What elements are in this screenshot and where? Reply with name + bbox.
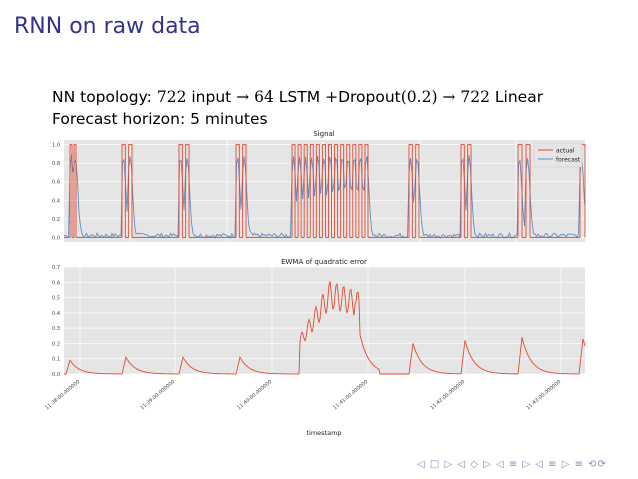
error-grid: [64, 266, 585, 375]
signal-y-tick-label: 0.2: [52, 217, 60, 223]
signal-y-tick-label: 0.0: [52, 235, 60, 241]
beamer-navigation[interactable]: ◁ □ ▷ ◁ ◇ ▷ ◁ ≡ ▷ ◁ ≡ ▷ ≡ ⟲⟳: [417, 459, 607, 470]
lstm-count: 64: [254, 88, 274, 106]
error-x-tick-label: 11:39:00.000000: [139, 379, 176, 411]
signal-y-tick-label: 0.4: [52, 198, 60, 204]
arrow-icon: →: [236, 88, 250, 106]
error-y-tick-label: 0.5: [52, 296, 60, 302]
error-y-tick-label: 0.6: [52, 280, 60, 286]
signal-y-tick-label: 1.0: [52, 143, 60, 149]
output-label: Linear: [494, 88, 544, 106]
output-count: 722: [460, 88, 490, 106]
error-y-tick-label: 0.4: [52, 311, 60, 317]
signal-y-tick-label: 0.6: [52, 180, 60, 186]
legend-box: [533, 142, 583, 168]
error-series-line: [64, 281, 586, 375]
input-count: 722: [156, 88, 187, 106]
legend-forecast-label: forecast: [556, 157, 581, 164]
dropout-value: (0.2): [400, 88, 438, 106]
error-y-tick-label: 0.3: [52, 326, 60, 332]
forecast-horizon: Forecast horizon: 5 minutes: [52, 110, 268, 128]
error-x-ticks: 11:38:00.000000 11:39:00.000000 11:40:00.0…: [44, 379, 562, 411]
error-x-tick-label: 11:41:00.000000: [332, 379, 369, 411]
topology-prefix: NN topology:: [52, 88, 152, 106]
topology-line: NN topology: 722 input → 64 LSTM +Dropou…: [52, 86, 543, 108]
error-chart: EWMA of quadratic error 0.00.10.20.30.40…: [44, 258, 586, 437]
input-label: input: [191, 88, 232, 106]
error-y-tick-label: 0.1: [52, 357, 60, 363]
actual-series-line: [64, 144, 586, 238]
arrow-icon: →: [442, 88, 456, 106]
error-plot-area: [64, 267, 585, 374]
error-y-tick-label: 0.2: [52, 341, 60, 347]
signal-plot-area: [64, 140, 585, 242]
x-axis-label: timestamp: [306, 429, 341, 437]
legend-actual-label: actual: [556, 148, 575, 155]
error-y-tick-label: 0.0: [52, 372, 60, 378]
error-x-tick-label: 11:42:00.000000: [429, 379, 466, 411]
error-y-tick-label: 0.7: [52, 265, 60, 271]
signal-chart: Signal 0.0 0.2 0.4 0.6 0.8 1.0 actual forecas…: [52, 130, 586, 242]
error-x-tick-label: 11:38:00.000000: [44, 379, 81, 411]
slide-title: RNN on raw data: [14, 14, 201, 39]
signal-y-tick-label: 0.8: [52, 161, 60, 167]
lstm-label: LSTM: [278, 88, 321, 106]
signal-chart-title: Signal: [313, 130, 335, 138]
signal-y-ticks: 0.0 0.2 0.4 0.6 0.8 1.0: [52, 143, 60, 242]
error-x-tick-label: 11:43:00.000000: [525, 379, 562, 411]
signal-legend: actual forecast: [533, 142, 583, 168]
error-chart-title: EWMA of quadratic error: [281, 258, 367, 266]
dropout-label: Dropout: [338, 88, 401, 106]
error-y-ticks: 0.0 0.1 0.2 0.3 0.4 0.5 0.6 0.7: [52, 265, 60, 378]
error-x-tick-label: 11:40:00.000000: [236, 379, 273, 411]
plus-icon: +: [325, 88, 339, 106]
